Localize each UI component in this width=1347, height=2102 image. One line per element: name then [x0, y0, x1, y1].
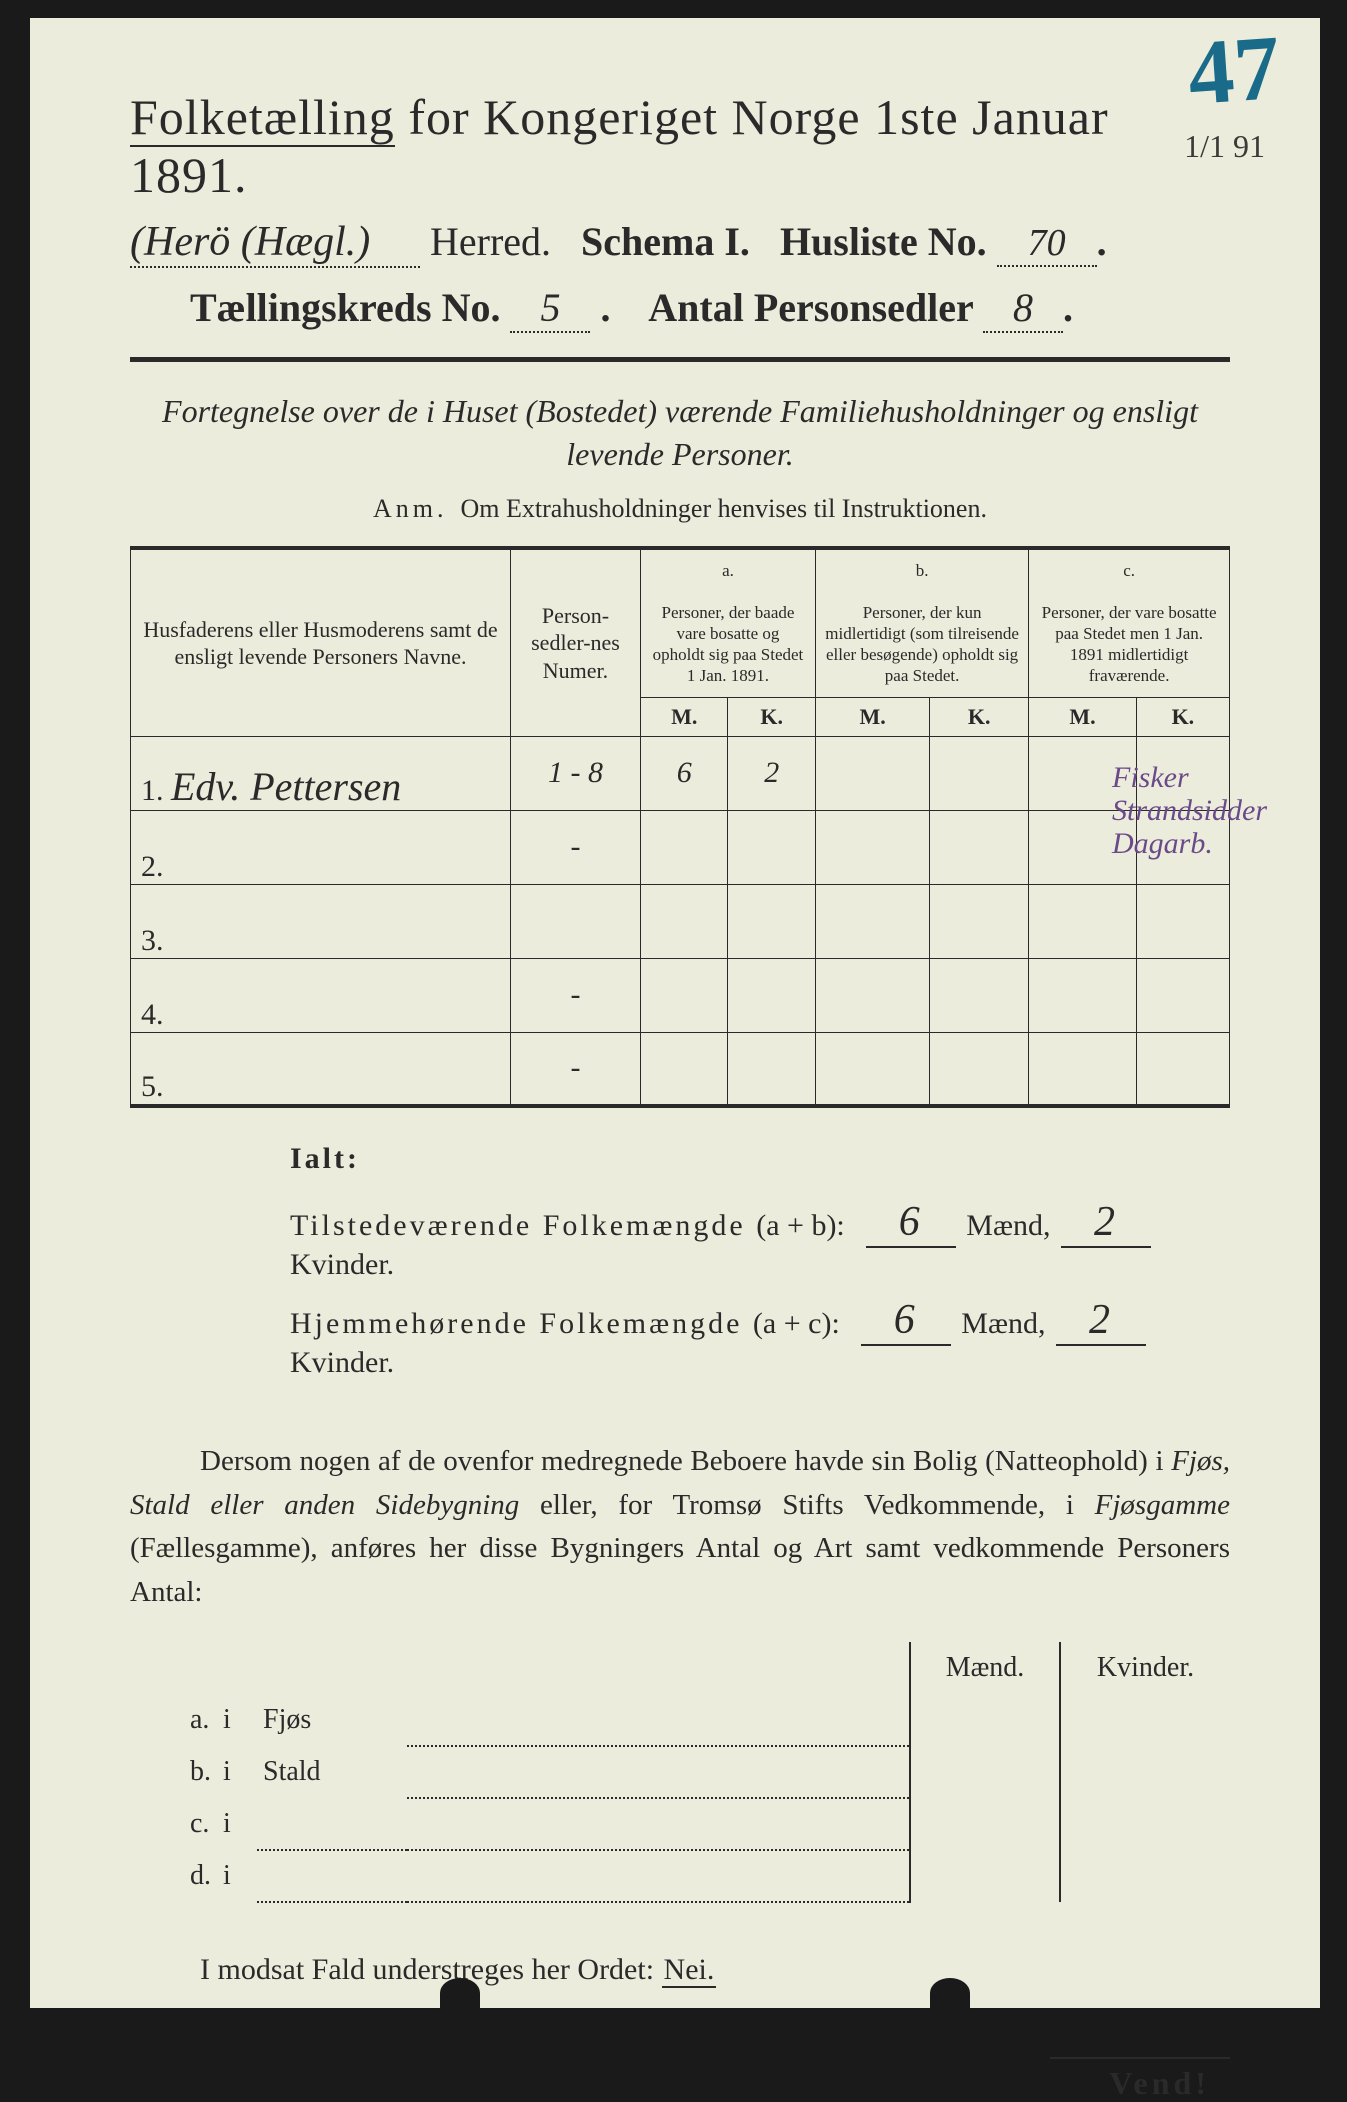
title-underline: Folketælling — [130, 89, 395, 147]
ialt-row-resident: Hjemmehørende Folkemængde (a + c): 6 Mæn… — [290, 1296, 1230, 1380]
nei-line: I modsat Fald understreges her Ordet: Ne… — [200, 1953, 1230, 1987]
person-name: Edv. Pettersen — [171, 764, 401, 809]
col-c-text: Personer, der vare bosatte paa Stedet me… — [1029, 592, 1230, 698]
schema-label: Schema I. — [581, 219, 750, 264]
lower-row: a. i Fjøs — [130, 1694, 1230, 1746]
table-row: 1. Edv. Pettersen 1 - 8 6 2 — [131, 736, 1230, 810]
antal-no: 8 — [983, 284, 1063, 333]
herred-handwritten: (Herö (Hægl.) — [130, 218, 420, 268]
corner-number: 47 — [1186, 35, 1282, 106]
kreds-no: 5 — [510, 284, 590, 333]
c-m: M. — [1029, 697, 1137, 736]
table-row: 2. - — [131, 810, 1230, 884]
table-row: 3. — [131, 884, 1230, 958]
resident-m: 6 — [861, 1296, 951, 1346]
present-k: 2 — [1061, 1198, 1151, 1248]
table-row: 5. - — [131, 1032, 1230, 1106]
header-line-2: (Herö (Hægl.) Herred. Schema I. Husliste… — [130, 218, 1230, 268]
b-m: M. — [815, 697, 929, 736]
col-num-header: Person-sedler-nes Numer. — [511, 548, 641, 736]
outbuilding-table: Mænd. Kvinder. a. i Fjøs b. i Stald c. i — [130, 1642, 1230, 1903]
col-b-label: b. — [815, 548, 1028, 591]
lower-row: b. i Stald — [130, 1746, 1230, 1798]
margin-note: FiskerStrandsidderDagarb. — [1112, 761, 1242, 860]
ialt-row-present: Tilstedeværende Folkemængde (a + b): 6 M… — [290, 1198, 1230, 1282]
col-b-text: Personer, der kun midlertidigt (som tilr… — [815, 592, 1028, 698]
subtitle: Fortegnelse over de i Huset (Bostedet) v… — [130, 390, 1230, 476]
outbuilding-paragraph: Dersom nogen af de ovenfor medregnede Be… — [130, 1440, 1230, 1614]
vend-label: Vend! — [1050, 2057, 1230, 2102]
ialt-block: Ialt: Tilstedeværende Folkemængde (a + b… — [290, 1142, 1230, 1380]
a-k: K. — [728, 697, 815, 736]
numer: 1 - 8 — [511, 736, 641, 810]
resident-k: 2 — [1056, 1296, 1146, 1346]
maend-header: Mænd. — [910, 1642, 1060, 1694]
present-m: 6 — [866, 1198, 956, 1248]
page-title: Folketælling for Kongeriget Norge 1ste J… — [130, 88, 1230, 204]
husliste-no: 70 — [997, 221, 1097, 267]
col-a-label: a. — [641, 548, 816, 591]
page-tear — [440, 1978, 480, 2008]
table-wrap: Husfaderens eller Husmoderens samt de en… — [130, 546, 1230, 1108]
household-table: Husfaderens eller Husmoderens samt de en… — [130, 546, 1230, 1108]
a-m: M. — [641, 697, 728, 736]
lower-head: Mænd. Kvinder. — [130, 1642, 1230, 1694]
b-k: K. — [930, 697, 1029, 736]
header-line-3: Tællingskreds No. 5 . Antal Personsedler… — [130, 284, 1230, 333]
corner-date: 1/1 91 — [1184, 128, 1265, 165]
kvinder-header: Kvinder. — [1060, 1642, 1230, 1694]
census-form-page: 47 1/1 91 Folketælling for Kongeriget No… — [30, 18, 1320, 2008]
husliste-label: Husliste No. — [780, 219, 987, 264]
divider — [130, 357, 1230, 362]
col-a-text: Personer, der baade vare bosatte og opho… — [641, 592, 816, 698]
anm-note: Anm. Om Extrahusholdninger henvises til … — [130, 494, 1230, 524]
col-c-label: c. — [1029, 548, 1230, 591]
col-name-header: Husfaderens eller Husmoderens samt de en… — [131, 548, 511, 736]
c-k: K. — [1136, 697, 1229, 736]
table-row: 4. - — [131, 958, 1230, 1032]
lower-row: c. i — [130, 1798, 1230, 1850]
nei-word: Nei. — [662, 1953, 717, 1988]
page-tear — [930, 1978, 970, 2008]
ialt-title: Ialt: — [290, 1142, 1230, 1176]
lower-row: d. i — [130, 1850, 1230, 1902]
